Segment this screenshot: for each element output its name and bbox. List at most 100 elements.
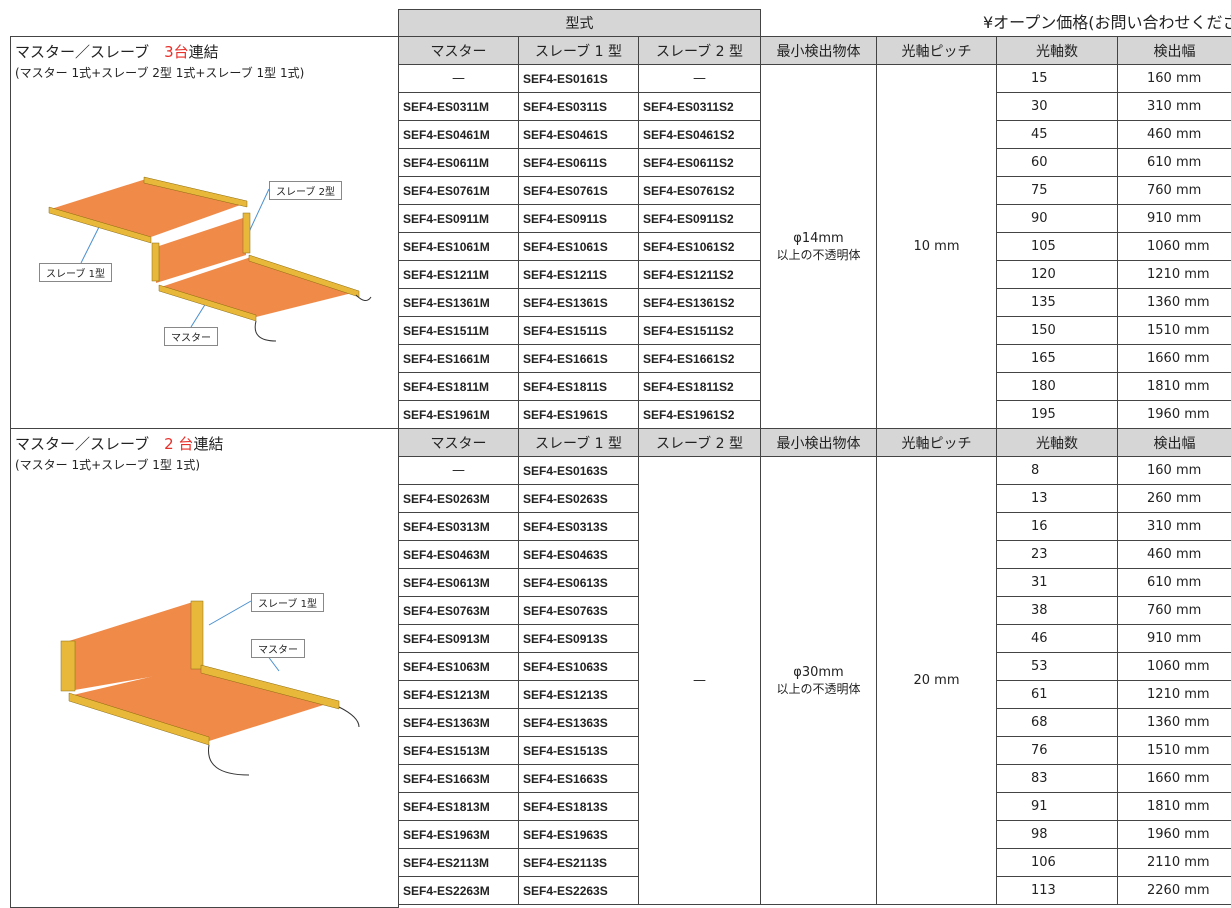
slave2-model: — — [638, 456, 761, 905]
slave1-model: SEF4-ES0911S — [518, 204, 639, 233]
master-model: SEF4-ES1813M — [398, 792, 519, 821]
master-model: SEF4-ES0761M — [398, 176, 519, 205]
column-header: 光軸ピッチ — [876, 428, 997, 457]
column-header: 検出幅 — [1117, 36, 1231, 65]
slave1-model: SEF4-ES1363S — [518, 708, 639, 737]
beam-count: 98 — [996, 820, 1118, 849]
slave2-model: SEF4-ES1361S2 — [638, 288, 761, 317]
min-object-size: φ14mm — [793, 230, 844, 246]
master-model: SEF4-ES1363M — [398, 708, 519, 737]
master-model: SEF4-ES1213M — [398, 680, 519, 709]
slave2-model: SEF4-ES1811S2 — [638, 372, 761, 401]
detection-width: 460 mm — [1117, 120, 1231, 149]
beam-count: 90 — [996, 204, 1118, 233]
slave1-model: SEF4-ES1813S — [518, 792, 639, 821]
column-header: スレーブ 2 型 — [638, 36, 761, 65]
beam-count: 38 — [996, 596, 1118, 625]
slave1-model: SEF4-ES0913S — [518, 624, 639, 653]
detection-width: 1810 mm — [1117, 372, 1231, 401]
master-model: SEF4-ES1963M — [398, 820, 519, 849]
beam-count: 8 — [996, 456, 1118, 485]
detection-width: 1360 mm — [1117, 288, 1231, 317]
column-header: 光軸数 — [996, 428, 1118, 457]
slave1-model: SEF4-ES1963S — [518, 820, 639, 849]
slave1-model: SEF4-ES0161S — [518, 64, 639, 93]
master-model: — — [398, 64, 519, 93]
illustration — [48, 176, 372, 342]
slave1-model: SEF4-ES0163S — [518, 456, 639, 485]
master-model: SEF4-ES1811M — [398, 372, 519, 401]
beam-count: 113 — [996, 876, 1118, 905]
slave1-model: SEF4-ES1513S — [518, 736, 639, 765]
beam-count: 31 — [996, 568, 1118, 597]
section-title: マスター／スレーブ 3台連結 — [15, 41, 219, 62]
detection-width: 460 mm — [1117, 540, 1231, 569]
section-title: マスター／スレーブ 2 台連結 — [15, 433, 223, 454]
slave1-model: SEF4-ES1361S — [518, 288, 639, 317]
slave1-model: SEF4-ES1213S — [518, 680, 639, 709]
detection-width: 910 mm — [1117, 204, 1231, 233]
column-header: 最小検出物体 — [760, 428, 877, 457]
section-description: マスター／スレーブ 3台連結 (マスター 1式+スレーブ 2型 1式+スレーブ … — [10, 36, 399, 429]
section-subtitle: (マスター 1式+スレーブ 2型 1式+スレーブ 1型 1式) — [15, 66, 305, 80]
column-header: 光軸数 — [996, 36, 1118, 65]
slave1-model: SEF4-ES0613S — [518, 568, 639, 597]
callout-label: スレーブ 1型 — [251, 593, 324, 612]
master-model: SEF4-ES1961M — [398, 400, 519, 429]
detection-width: 1210 mm — [1117, 260, 1231, 289]
price-note: ¥オープン価格(お問い合わせください) — [983, 13, 1231, 32]
detection-width: 610 mm — [1117, 568, 1231, 597]
beam-count: 180 — [996, 372, 1118, 401]
master-model: SEF4-ES0263M — [398, 484, 519, 513]
column-header: 最小検出物体 — [760, 36, 877, 65]
min-object: φ14mm 以上の不透明体 — [760, 64, 877, 429]
detection-width: 1360 mm — [1117, 708, 1231, 737]
column-header: 検出幅 — [1117, 428, 1231, 457]
master-model: SEF4-ES0463M — [398, 540, 519, 569]
beam-count: 105 — [996, 232, 1118, 261]
detection-width: 610 mm — [1117, 148, 1231, 177]
model-group-header: 型式 — [398, 9, 761, 37]
slave1-model: SEF4-ES1811S — [518, 372, 639, 401]
slave1-model: SEF4-ES1061S — [518, 232, 639, 261]
min-object-note: 以上の不透明体 — [776, 681, 861, 696]
master-model: SEF4-ES1511M — [398, 316, 519, 345]
slave1-model: SEF4-ES0611S — [518, 148, 639, 177]
slave2-model: SEF4-ES1511S2 — [638, 316, 761, 345]
beam-count: 60 — [996, 148, 1118, 177]
beam-pitch: 20 mm — [876, 456, 997, 905]
callout-label: スレーブ 1型 — [39, 263, 112, 282]
master-model: SEF4-ES1663M — [398, 764, 519, 793]
slave1-model: SEF4-ES1661S — [518, 344, 639, 373]
min-object-size: φ30mm — [793, 664, 844, 680]
beam-count: 150 — [996, 316, 1118, 345]
master-model: SEF4-ES0461M — [398, 120, 519, 149]
column-header: スレーブ 1 型 — [518, 36, 639, 65]
master-model: SEF4-ES0311M — [398, 92, 519, 121]
beam-count: 46 — [996, 624, 1118, 653]
slave2-model: SEF4-ES1961S2 — [638, 400, 761, 429]
slave1-model: SEF4-ES0763S — [518, 596, 639, 625]
slave1-model: SEF4-ES2113S — [518, 848, 639, 877]
beam-count: 76 — [996, 736, 1118, 765]
detection-width: 1810 mm — [1117, 792, 1231, 821]
slave2-model: SEF4-ES0311S2 — [638, 92, 761, 121]
master-model: SEF4-ES2113M — [398, 848, 519, 877]
section-description: マスター／スレーブ 2 台連結 (マスター 1式+スレーブ 1型 1式) スレー… — [10, 428, 399, 908]
panel — [69, 601, 196, 691]
beam-count: 61 — [996, 680, 1118, 709]
min-object: φ30mm 以上の不透明体 — [760, 456, 877, 905]
callout-label: マスター — [164, 327, 218, 346]
beam-count: 195 — [996, 400, 1118, 429]
beam-count: 23 — [996, 540, 1118, 569]
column-header: マスター — [398, 36, 519, 65]
title-suffix: 連結 — [188, 43, 219, 61]
master-model: SEF4-ES0913M — [398, 624, 519, 653]
slave2-model: SEF4-ES1661S2 — [638, 344, 761, 373]
slave1-model: SEF4-ES0461S — [518, 120, 639, 149]
section-subtitle: (マスター 1式+スレーブ 1型 1式) — [15, 458, 201, 472]
beam-count: 83 — [996, 764, 1118, 793]
title-prefix: マスター／スレーブ — [15, 43, 150, 61]
title-prefix: マスター／スレーブ — [15, 435, 150, 453]
